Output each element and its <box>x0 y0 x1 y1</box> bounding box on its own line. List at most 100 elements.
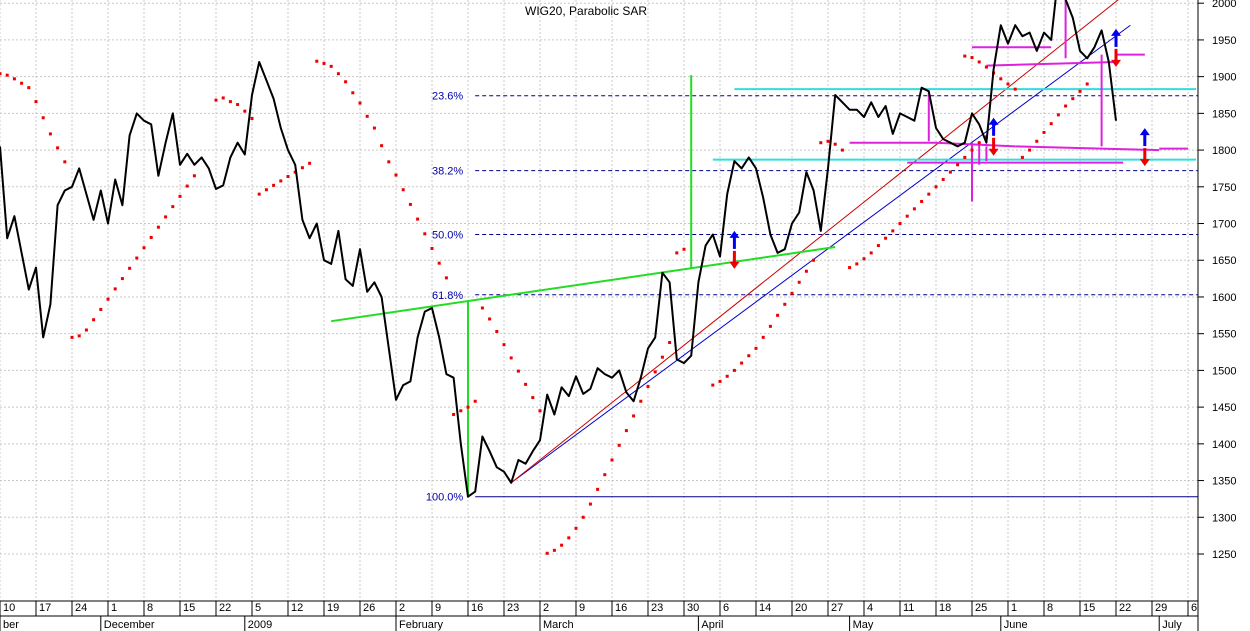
sar-dot <box>768 324 772 328</box>
sar-dot <box>725 374 729 378</box>
sar-dot <box>27 86 31 90</box>
sar-dot <box>588 502 592 506</box>
buy-arrow-shaft <box>1114 34 1118 47</box>
sar-dot <box>0 72 2 76</box>
sar-dot <box>488 317 492 321</box>
sar-dot <box>646 385 650 389</box>
sar-dot <box>1006 82 1010 86</box>
sar-dot <box>891 229 895 233</box>
sar-dot <box>63 160 67 164</box>
sar-dot <box>358 101 362 105</box>
x-month-label: 2009 <box>248 619 272 631</box>
x-tick-label: 8 <box>1047 602 1053 614</box>
sar-dot <box>178 194 182 198</box>
sar-dot <box>279 179 283 183</box>
y-tick-label: 1250 <box>1212 549 1236 561</box>
sar-dot <box>898 222 902 226</box>
fib-level-label: 50.0% <box>432 230 463 242</box>
x-tick-label: 9 <box>435 602 441 614</box>
y-tick-label: 1500 <box>1212 365 1236 377</box>
y-tick-label: 1300 <box>1212 512 1236 524</box>
x-tick-label: 29 <box>1155 602 1167 614</box>
sar-dot <box>819 141 823 145</box>
sar-dot <box>56 146 60 150</box>
parabolic-sar <box>0 54 1089 555</box>
sar-dot <box>430 246 434 250</box>
sar-dot <box>912 207 916 211</box>
sar-dot <box>538 409 542 413</box>
sar-dot <box>1042 130 1046 134</box>
sar-dot <box>149 235 153 239</box>
sar-dot <box>423 232 427 236</box>
sar-dot <box>20 81 24 85</box>
sar-dot <box>300 166 304 170</box>
sar-dot <box>884 236 888 240</box>
sar-dot <box>840 148 844 152</box>
x-tick-label: 14 <box>759 602 771 614</box>
pattern-line <box>935 141 1016 148</box>
sar-dot <box>171 205 175 209</box>
sar-dot <box>372 126 376 130</box>
sar-dot <box>603 473 607 477</box>
sar-dot <box>660 355 664 359</box>
x-tick-label: 1 <box>1011 602 1017 614</box>
x-axis: 10 17 24 1 8 15 22 5 12 19 26 2 9 16 23 2 9 16 23 30 6 14 20 27… <box>0 601 1197 631</box>
sar-dot <box>401 188 405 192</box>
sar-dot <box>970 148 974 152</box>
sar-dot <box>459 409 463 413</box>
sar-dot <box>855 262 859 266</box>
sar-dot <box>761 335 765 339</box>
sar-dot <box>315 59 319 63</box>
sar-dot <box>408 202 412 206</box>
x-month-label: May <box>853 619 874 631</box>
sar-dot <box>1028 148 1032 152</box>
x-tick-label: 15 <box>183 602 195 614</box>
x-tick-label: 22 <box>219 602 231 614</box>
y-tick-label: 1450 <box>1212 402 1236 414</box>
fib-level-label: 100.0% <box>426 492 464 504</box>
buy-arrow-head <box>988 117 999 125</box>
y-tick-label: 1900 <box>1212 72 1236 84</box>
sar-dot <box>797 280 801 284</box>
sar-dot <box>927 192 931 196</box>
y-tick-label: 1600 <box>1212 292 1236 304</box>
sar-dot <box>394 173 398 177</box>
sar-dot <box>732 368 736 372</box>
x-tick-label: 2 <box>543 602 549 614</box>
sar-dot <box>826 139 830 143</box>
sar-dot <box>869 251 873 255</box>
x-tick-label: 20 <box>795 602 807 614</box>
sar-dot <box>941 177 945 181</box>
sell-arrow-shaft <box>1114 48 1118 61</box>
x-tick-label: 17 <box>39 602 51 614</box>
sell-arrow-shaft <box>1143 148 1147 161</box>
sar-dot <box>977 141 981 145</box>
y-tick-label: 1550 <box>1212 329 1236 341</box>
sar-dot <box>862 257 866 261</box>
sar-dot <box>452 412 456 416</box>
x-month-label: March <box>543 619 574 631</box>
x-month-label: ber <box>3 619 19 631</box>
plot-background <box>0 0 1198 601</box>
grid <box>0 0 1198 601</box>
signal-arrows <box>729 28 1150 269</box>
fib-level-label: 23.6% <box>432 91 463 103</box>
sar-dot <box>257 192 261 196</box>
sar-dot <box>747 354 751 358</box>
sell-arrow-shaft <box>992 137 996 150</box>
x-tick-label: 6 <box>1191 602 1197 614</box>
sell-arrow-head <box>988 148 999 156</box>
sell-arrow-head <box>1111 59 1121 67</box>
buy-arrow-shaft <box>732 236 736 249</box>
sar-dot <box>1035 139 1039 143</box>
sar-dot <box>718 379 722 383</box>
x-tick-label: 26 <box>363 602 375 614</box>
sar-dot <box>876 244 880 248</box>
sar-dot <box>286 175 290 179</box>
sar-dot <box>308 161 312 165</box>
buy-arrow-shaft <box>1143 134 1147 147</box>
x-tick-label: 19 <box>327 602 339 614</box>
x-month-label: February <box>399 619 444 631</box>
annotations <box>331 0 1196 497</box>
